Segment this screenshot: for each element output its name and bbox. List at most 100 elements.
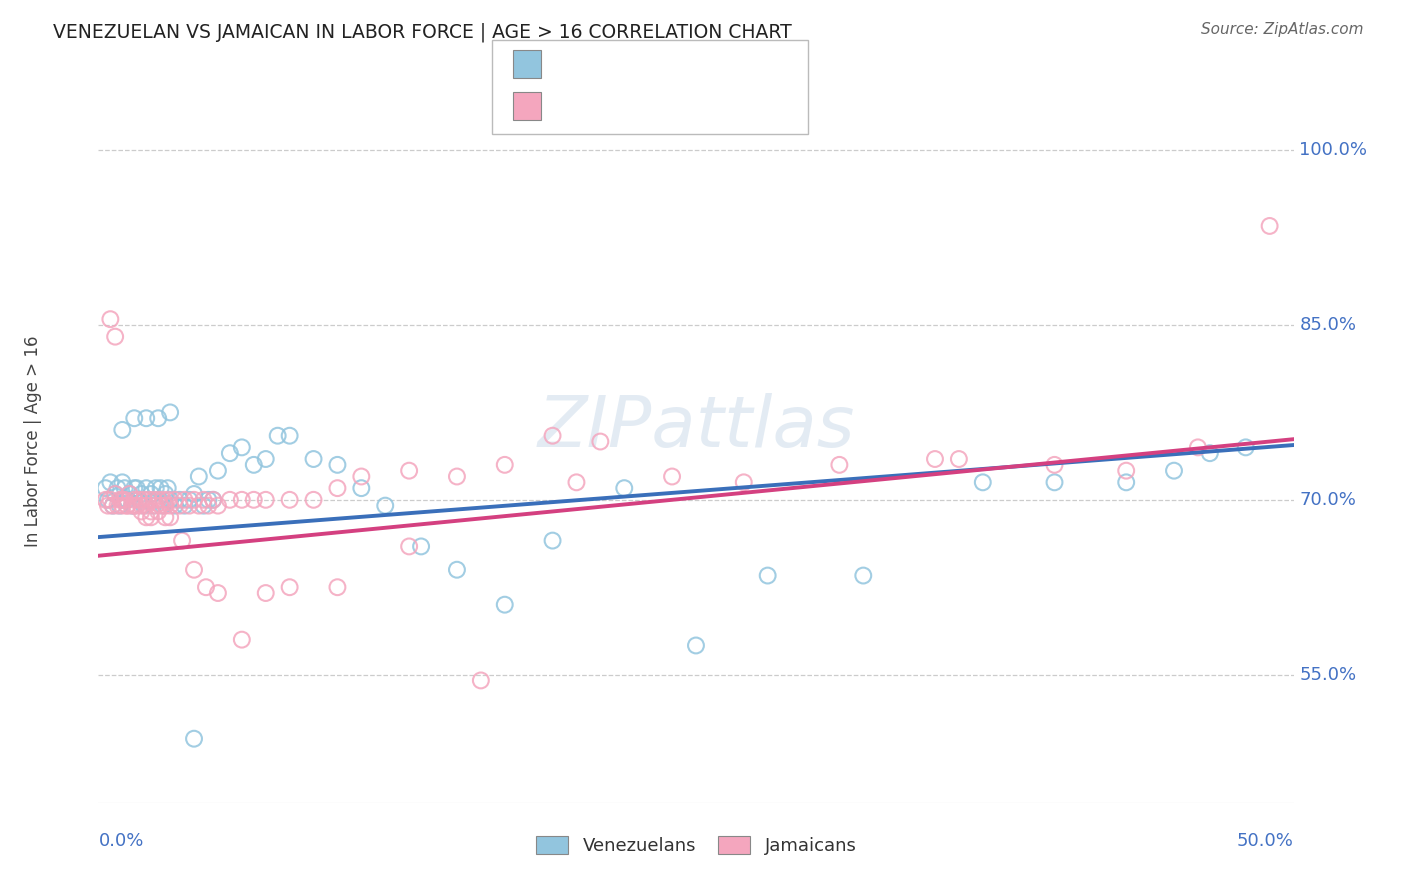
Point [172,533,194,548]
Point [115,492,138,507]
Point [135,481,157,495]
Text: 50.0%: 50.0% [1237,832,1294,850]
Point [115,499,138,513]
Point [132,492,155,507]
Point [278,492,301,507]
Point [828,458,851,472]
Point [1043,475,1066,490]
Point [118,487,141,501]
Point [98,475,122,490]
Text: ZIPattlas: ZIPattlas [537,392,855,461]
Point [128,492,150,507]
Point [132,499,155,513]
Point [125,481,148,495]
Point [852,568,875,582]
Point [302,492,325,507]
Point [197,492,219,507]
Point [948,452,970,467]
Point [1187,441,1209,455]
Point [756,568,779,582]
Point [148,492,170,507]
Point [326,458,349,472]
Point [142,492,165,507]
Point [565,475,588,490]
Point [155,499,177,513]
Point [135,411,157,425]
Point [124,411,146,425]
Point [111,423,134,437]
Point [183,731,205,746]
Point [278,580,301,594]
Point [326,481,349,495]
Point [124,499,146,513]
Text: R = 0.210   N = 70: R = 0.210 N = 70 [555,55,720,73]
Point [111,475,134,490]
Point [159,510,181,524]
Point [972,475,994,490]
Point [97,492,120,507]
Point [446,563,468,577]
Point [111,492,134,507]
Point [148,411,170,425]
Point [169,492,191,507]
Point [202,492,225,507]
Point [124,481,146,495]
Point [111,499,134,513]
Text: 100.0%: 100.0% [1299,141,1368,159]
Point [411,540,433,554]
Point [101,499,124,513]
Point [163,499,186,513]
Point [733,475,755,490]
Point [613,481,636,495]
Text: VENEZUELAN VS JAMAICAN IN LABOR FORCE | AGE > 16 CORRELATION CHART: VENEZUELAN VS JAMAICAN IN LABOR FORCE | … [53,22,792,42]
Point [104,329,127,343]
Point [350,469,373,483]
Point [278,428,301,442]
Point [159,492,181,507]
Point [254,586,277,600]
Point [118,487,141,501]
Point [108,499,131,513]
Point [148,492,170,507]
Point [149,499,172,513]
Point [254,452,277,467]
Point [1234,441,1257,455]
Point [207,586,229,600]
Point [159,405,181,419]
Point [187,499,209,513]
Point [374,499,396,513]
Point [101,499,124,513]
Point [104,487,127,501]
Point [98,492,122,507]
Point [685,639,707,653]
Point [350,481,373,495]
Point [138,492,160,507]
Point [115,499,138,513]
Point [139,504,162,518]
Point [207,464,229,478]
Point [94,492,117,507]
Point [145,499,167,513]
Point [156,481,179,495]
Point [541,533,564,548]
Point [149,481,172,495]
Point [135,499,157,513]
Point [195,580,218,594]
Point [139,510,162,524]
Point [148,504,170,518]
Point [125,499,148,513]
Point [202,492,225,507]
Point [98,312,122,326]
Text: In Labor Force | Age > 16: In Labor Force | Age > 16 [24,335,42,548]
Point [111,492,134,507]
Point [302,452,325,467]
Point [107,499,129,513]
Point [398,464,420,478]
Text: Source: ZipAtlas.com: Source: ZipAtlas.com [1201,22,1364,37]
Point [231,632,253,647]
Point [589,434,612,449]
Text: 55.0%: 55.0% [1299,665,1357,683]
Point [183,487,205,501]
Point [139,487,162,501]
Point [97,499,120,513]
